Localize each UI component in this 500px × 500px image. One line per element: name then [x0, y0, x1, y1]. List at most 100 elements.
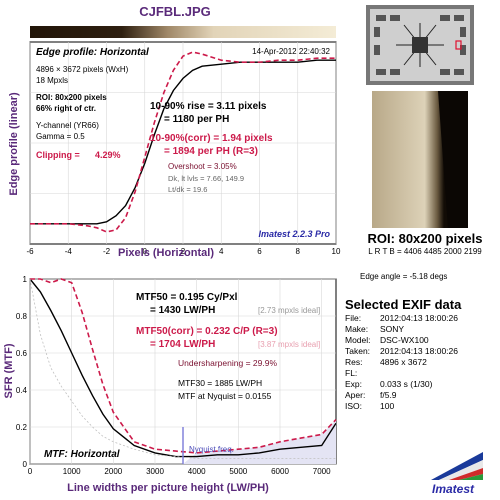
mtf-y-tick-label: 0.4: [16, 386, 28, 395]
roi-size-info: ROI: 80x200 pixels: [36, 93, 107, 102]
mtf-y-tick-label: 0.8: [16, 312, 28, 321]
imatest-version: Imatest 2.2.3 Pro: [258, 229, 330, 239]
exif-row: File: 2012:04:13 18:00:26: [345, 313, 458, 324]
exif-key: FL:: [345, 368, 358, 378]
exif-value: 2012:04:13 18:00:26: [380, 313, 458, 323]
window-title: CJFBL.JPG: [139, 4, 211, 19]
exif-key: Exp:: [345, 379, 363, 389]
exif-key: Res:: [345, 357, 363, 367]
roi-lrtb: L R T B = 4406 4485 2000 2199: [368, 247, 482, 256]
rise-corr-pixels: 10-90%(corr) = 1.94 pixels: [150, 133, 273, 144]
mtf-curves: [29, 278, 337, 464]
rise-per-ph: = 1180 per PH: [164, 114, 229, 125]
mtf-x-axis-label: Line widths per picture height (LW/PH): [67, 482, 269, 494]
exif-row: Model: DSC-WX100: [345, 335, 458, 346]
mtf-chart-title: MTF: Horizontal: [44, 449, 120, 460]
overshoot-info: Overshoot = 3.05%: [168, 162, 237, 171]
nyquist-marker: Nyquist freq.: [182, 427, 234, 464]
beyond-nyquist-area: [183, 419, 336, 464]
gamma-info: Gamma = 0.5: [36, 132, 85, 141]
exif-key: Model:: [345, 335, 371, 345]
exif-key: Make:: [345, 324, 369, 334]
mtf50-value: MTF50 = 0.195 Cy/Pxl: [136, 292, 238, 303]
imatest-logo-icon: [425, 448, 489, 482]
mtf30-info: MTF30 = 1885 LW/PH: [178, 378, 262, 388]
edge-x-tick-label: 2: [181, 247, 186, 256]
exif-key: Taken:: [345, 346, 371, 356]
exif-title: Selected EXIF data: [345, 297, 462, 312]
mtf-line: [29, 278, 337, 458]
roi-marker: [455, 40, 462, 50]
mtf-y-tick-labels: 0 0.2 0.4 0.6 0.8 1: [16, 275, 28, 469]
mtf-y-tick-label: 1: [23, 275, 28, 284]
mtf-x-tick-label: 1000: [63, 467, 81, 476]
roi-position-info: 66% right of ctr.: [36, 104, 96, 113]
edge-chart-title: Edge profile: Horizontal: [36, 47, 149, 58]
mtf-y-tick-label: 0: [23, 460, 28, 469]
mtf-y-axis-label: SFR (MTF): [3, 343, 15, 398]
exif-value: 2012:04:13 18:00:26: [380, 346, 458, 356]
exif-key: ISO:: [345, 401, 363, 411]
exif-row: Taken: 2012:04:13 18:00:26: [345, 346, 458, 357]
mtf-nyquist-info: MTF at Nyquist = 0.0155: [178, 391, 272, 401]
dark-light-levels: Dk, lt lvls = 7.66, 149.9: [168, 174, 244, 183]
mtf-x-tick-label: 7000: [313, 467, 331, 476]
edge-date: 14-Apr-2012 22:40:32: [252, 47, 330, 56]
mtf-y-tick-label: 0.2: [16, 423, 28, 432]
mtf-x-tick-label: 5000: [229, 467, 247, 476]
exif-value: 4896 x 3672: [380, 357, 427, 367]
edge-gradient-strip: [30, 26, 336, 38]
mtf50-corr-lwph: = 1704 LW/PH: [150, 339, 215, 350]
exif-key: File:: [345, 313, 362, 323]
rise-pixels: 10-90% rise = 3.11 pixels: [150, 101, 267, 112]
edge-x-tick-label: 8: [296, 247, 301, 256]
edge-x-tick-label: 6: [257, 247, 262, 256]
image-mpxls: 18 Mpxls: [36, 76, 68, 85]
nyquist-label: Nyquist freq.: [189, 445, 234, 454]
exif-value: 0.033 s (1/30): [380, 379, 433, 389]
mtf-x-tick-label: 3000: [146, 467, 164, 476]
exif-row: Aper: f/5.9: [345, 390, 458, 401]
exif-row: FL:: [345, 368, 458, 379]
exif-value: DSC-WX100: [380, 335, 429, 345]
undersharpening-info: Undersharpening = 29.9%: [178, 358, 277, 368]
light-dark-ratio: Lt/dk = 19.6: [168, 185, 207, 194]
clipping-value: 4.29%: [95, 150, 121, 160]
exif-value: SONY: [380, 324, 405, 334]
mtf50-ideal: [2.73 mpxls ideal]: [258, 306, 320, 315]
mtf-y-tick-label: 0.6: [16, 349, 28, 358]
edge-x-tick-label: -2: [103, 247, 111, 256]
edge-gridlines: [29, 42, 337, 244]
mtf50-corr-value: MTF50(corr) = 0.232 C/P (R=3): [136, 326, 278, 337]
mtf-x-tick-label: 4000: [188, 467, 206, 476]
mtf-x-tick-label: 0: [28, 467, 33, 476]
test-chart-thumbnail: [366, 5, 474, 85]
rise-corr-per-ph: = 1894 per PH (R=3): [164, 146, 258, 157]
exif-value: f/5.9: [380, 390, 397, 400]
exif-row: Make: SONY: [345, 324, 458, 335]
exif-list: File: 2012:04:13 18:00:26 Make: SONY Model…: [345, 313, 458, 412]
mtf-corrected-line: [30, 278, 337, 454]
edge-x-axis-label: Pixels (Horizontal): [118, 247, 214, 259]
edge-y-axis-label: Edge profile (linear): [8, 92, 20, 196]
image-size: 4896 × 3672 pixels (WxH): [36, 65, 129, 74]
roi-crop-image: [372, 91, 468, 228]
edge-profile-chart: -6 -4 -2 0 2 4 6 8 10 Edge profile: Horizontal 1…: [8, 26, 341, 259]
channel-info: Y-channel (YR66): [36, 121, 99, 130]
exif-row: Res: 4896 x 3672: [345, 357, 458, 368]
exif-key: Aper:: [345, 390, 366, 400]
edge-x-tick-label: -6: [26, 247, 34, 256]
mtf-chart: Nyquist freq. 0 1000 2000 3000 4000 5000 6000 7…: [3, 275, 337, 494]
edge-angle: Edge angle = -5.18 degs: [360, 272, 448, 281]
exif-row: Exp: 0.033 s (1/30): [345, 379, 458, 390]
exif-value: 100: [380, 401, 395, 411]
mtf-x-tick-labels: 0 1000 2000 3000 4000 5000 6000 7000: [28, 467, 331, 476]
edge-profile-corrected-line: [30, 51, 336, 233]
mtf-x-tick-label: 6000: [271, 467, 289, 476]
edge-x-tick-label: 10: [332, 247, 341, 256]
edge-x-tick-labels: -6 -4 -2 0 2 4 6 8 10: [26, 247, 341, 256]
mtf50-lwph: = 1430 LW/PH: [150, 305, 215, 316]
edge-x-tick-label: 0: [143, 247, 148, 256]
mtf-x-tick-label: 2000: [104, 467, 122, 476]
mtf50-corr-ideal: [3.87 mpxls ideal]: [258, 340, 320, 349]
